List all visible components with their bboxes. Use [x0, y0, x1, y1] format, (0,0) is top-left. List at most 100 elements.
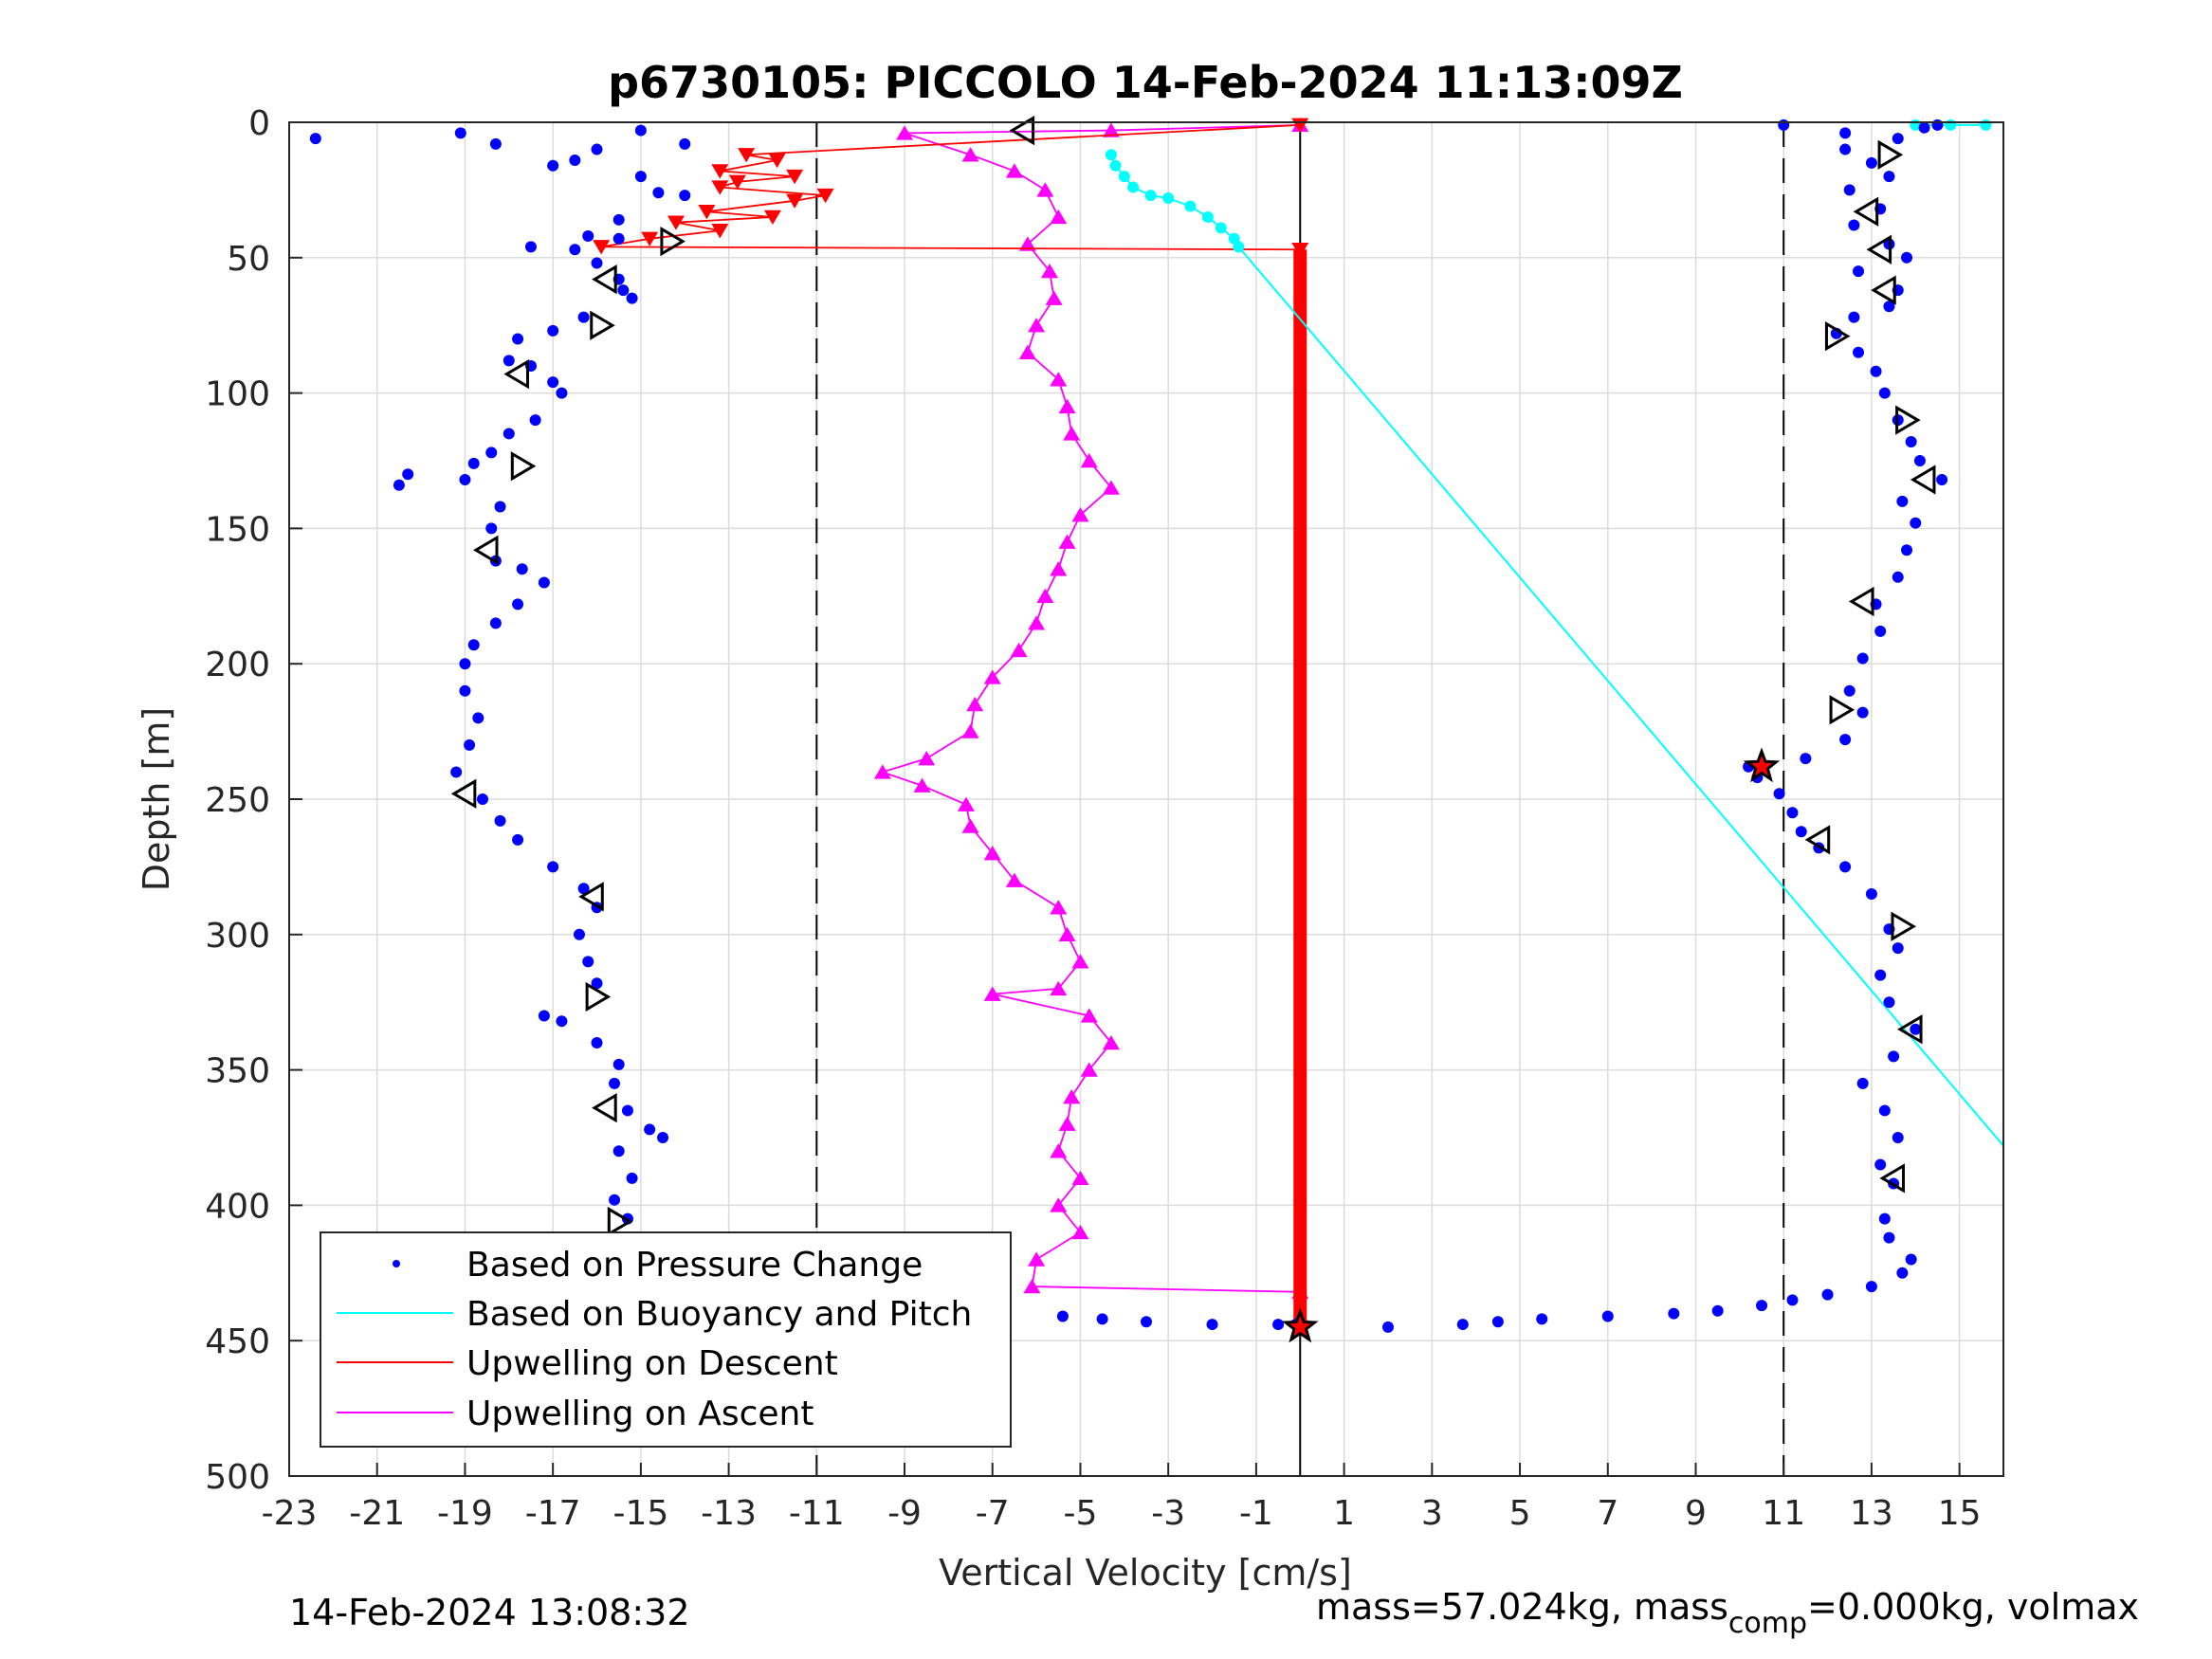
point-pressure	[1870, 365, 1882, 377]
point-ascent	[1080, 1062, 1098, 1077]
point-buoyancy	[1127, 181, 1140, 193]
point-ascent	[873, 764, 891, 779]
x-tick-label: -5	[1064, 1494, 1098, 1533]
point-pressure	[459, 684, 471, 697]
point-pressure	[503, 428, 515, 440]
point-pressure	[1786, 1294, 1799, 1306]
footer-timestamp: 14-Feb-2024 13:08:32	[289, 1592, 690, 1633]
marker-triangle-right	[585, 981, 612, 1012]
marker-triangle-left	[578, 882, 604, 912]
marker-triangle-left	[1896, 1014, 1923, 1045]
point-pressure	[577, 883, 590, 895]
point-pressure	[524, 241, 537, 253]
point-pressure	[1856, 1077, 1869, 1089]
x-tick-label: 11	[1762, 1494, 1805, 1533]
x-tick-label: -19	[437, 1494, 493, 1533]
point-pressure	[569, 244, 581, 256]
x-tick-label: 9	[1685, 1494, 1707, 1533]
point-buoyancy	[1215, 222, 1227, 234]
point-pressure	[1896, 495, 1909, 507]
point-pressure	[494, 501, 506, 513]
point-pressure	[467, 639, 480, 651]
point-ascent	[1018, 236, 1036, 251]
point-pressure	[512, 598, 524, 611]
point-pressure	[573, 928, 585, 940]
point-pressure	[485, 447, 498, 459]
point-pressure	[1865, 1281, 1877, 1293]
point-pressure	[612, 232, 625, 245]
legend-label-pressure: Based on Pressure Change	[466, 1246, 923, 1285]
point-ascent	[1036, 182, 1054, 197]
point-pressure	[494, 814, 506, 827]
point-ascent	[1005, 163, 1023, 178]
point-ascent	[1050, 1143, 1068, 1158]
point-ascent	[1050, 209, 1068, 225]
point-pressure	[393, 479, 405, 491]
marker-triangle-left	[1871, 275, 1896, 305]
point-pressure	[1773, 788, 1785, 800]
marker-triangle-left	[592, 264, 617, 295]
point-pressure	[1843, 684, 1856, 697]
point-ascent	[1028, 615, 1046, 630]
point-buoyancy	[1144, 190, 1157, 202]
point-ascent	[1080, 1008, 1098, 1023]
marker-triangle-left	[1848, 586, 1874, 617]
point-pressure	[503, 355, 515, 367]
marker-triangle-right	[590, 310, 615, 340]
point-ascent	[1102, 1034, 1120, 1050]
point-pressure	[1856, 652, 1869, 665]
y-tick-label: 250	[205, 781, 270, 820]
point-pressure	[1141, 1316, 1152, 1328]
point-pressure	[1888, 1050, 1900, 1063]
point-buoyancy	[1118, 171, 1130, 183]
point-pressure	[634, 171, 647, 183]
point-pressure	[1456, 1319, 1469, 1331]
point-pressure	[556, 1015, 568, 1028]
point-ascent	[918, 751, 936, 766]
point-pressure	[1892, 942, 1904, 955]
point-buoyancy	[1980, 118, 1992, 131]
point-ascent	[1050, 900, 1068, 915]
point-pressure	[1056, 1310, 1069, 1322]
point-pressure	[1848, 311, 1860, 323]
point-pressure	[1905, 1253, 1917, 1266]
x-tick-labels: -23 -21 -19 -17 -15 -13 -11 -9 -7 -5 -3 -1 1 3 5 7 9 11 13…	[262, 1463, 1982, 1533]
point-descent	[786, 169, 804, 185]
point-pressure	[1892, 571, 1904, 583]
x-axis-label: Vertical Velocity [cm/s]	[939, 1552, 1352, 1594]
point-pressure	[1892, 1132, 1904, 1143]
point-ascent	[1102, 480, 1120, 495]
grid	[288, 121, 2003, 1477]
point-ascent	[1058, 398, 1076, 414]
point-pressure	[459, 658, 471, 670]
x-tick-label: 5	[1509, 1494, 1531, 1533]
point-pressure	[547, 376, 559, 389]
legend-label-descent: Upwelling on Descent	[466, 1344, 838, 1383]
point-pressure	[1874, 969, 1887, 981]
marker-triangle-left	[592, 1092, 617, 1123]
point-pressure	[1853, 346, 1865, 358]
point-ascent	[1005, 872, 1023, 887]
point-pressure	[547, 324, 559, 337]
point-pressure	[591, 1037, 603, 1049]
x-tick-label: -9	[887, 1494, 922, 1533]
point-buoyancy	[1105, 149, 1117, 161]
marker-triangle-left	[503, 358, 529, 390]
point-pressure	[485, 522, 498, 535]
point-pressure	[609, 1194, 621, 1206]
marker-star	[1743, 747, 1781, 783]
point-ascent	[1041, 263, 1059, 279]
point-pressure	[1856, 706, 1869, 719]
point-ascent	[961, 723, 979, 738]
point-ascent	[1071, 1170, 1089, 1186]
y-tick-label: 50	[227, 240, 270, 279]
point-pressure	[1839, 734, 1852, 746]
point-pressure	[626, 1172, 638, 1184]
point-pressure	[1918, 121, 1930, 134]
point-ascent	[1023, 1278, 1041, 1294]
x-tick-label: 15	[1938, 1494, 1982, 1533]
point-pressure	[679, 137, 691, 150]
point-ascent	[1058, 926, 1076, 941]
legend: Based on Pressure Change Based on Buoyan…	[320, 1231, 1012, 1448]
